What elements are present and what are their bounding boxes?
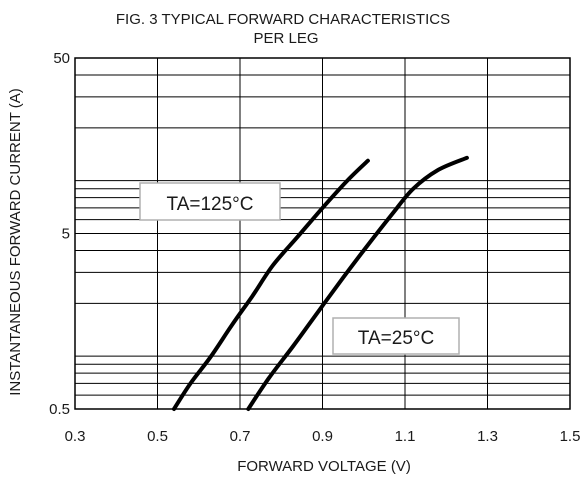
y-axis-label: INSTANTANEOUS FORWARD CURRENT (A) xyxy=(7,88,24,396)
series-line-ta25 xyxy=(246,155,469,411)
x-tick-label: 0.3 xyxy=(65,428,86,445)
y-tick-label: 50 xyxy=(53,50,70,67)
x-tick-label: 1.3 xyxy=(477,428,498,445)
x-tick-label: 1.1 xyxy=(395,428,416,445)
y-axis-ticks: 0.5 5 50 xyxy=(49,50,70,418)
y-tick-label: 0.5 xyxy=(49,401,70,418)
annotation-ta125-box xyxy=(139,182,281,221)
chart-title-line1: FIG. 3 TYPICAL FORWARD CHARACTERISTICS xyxy=(116,11,450,28)
annotation-ta125: TA=125°C xyxy=(139,182,281,221)
x-tick-label: 1.5 xyxy=(560,428,581,445)
x-axis-label: FORWARD VOLTAGE (V) xyxy=(237,458,411,475)
annotation-ta25: TA=25°C xyxy=(332,317,460,355)
series-line-ta125 xyxy=(172,158,370,411)
annotation-ta25-box xyxy=(332,317,460,355)
x-axis-ticks: 0.3 0.5 0.7 0.9 1.1 1.3 1.5 xyxy=(65,428,581,445)
annotation-ta25-text: TA=25°C xyxy=(358,328,434,349)
x-tick-label: 0.9 xyxy=(312,428,333,445)
grid xyxy=(74,57,571,410)
annotation-ta125-text: TA=125°C xyxy=(167,194,254,215)
y-tick-label: 5 xyxy=(62,226,70,243)
curves xyxy=(172,155,469,411)
plot-frame xyxy=(74,57,571,410)
x-tick-label: 0.5 xyxy=(147,428,168,445)
chart-title-line2: PER LEG xyxy=(253,30,318,47)
x-tick-label: 0.7 xyxy=(230,428,251,445)
